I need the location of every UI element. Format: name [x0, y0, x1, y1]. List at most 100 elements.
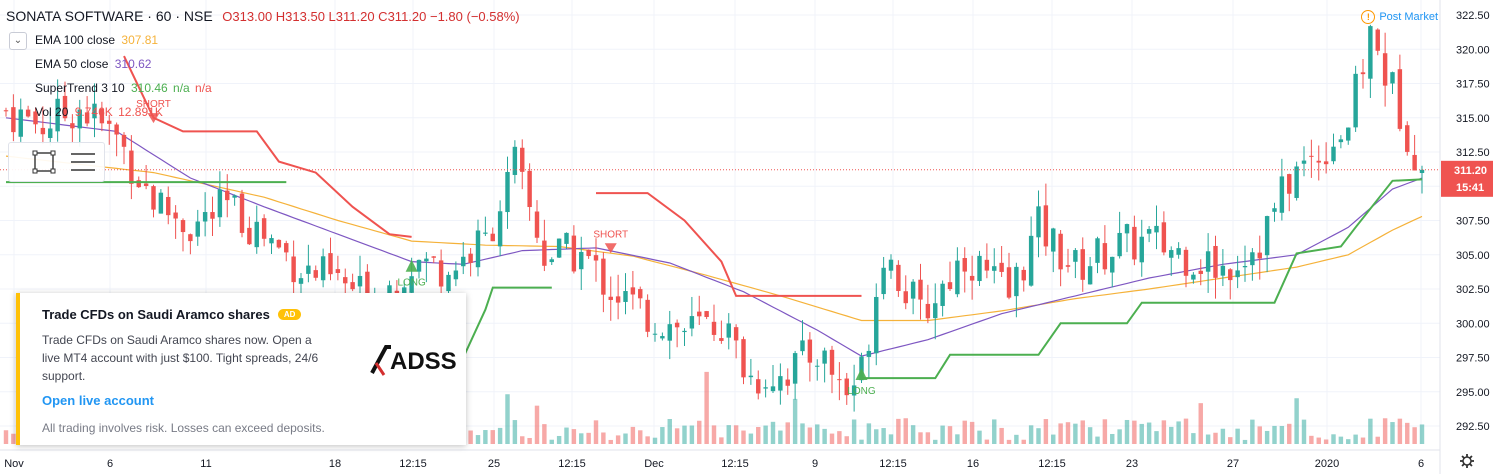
candle-body	[593, 255, 599, 261]
rectangle-tool-icon[interactable]	[32, 150, 56, 174]
candle-body	[114, 124, 119, 135]
candle-body	[453, 270, 459, 280]
candle-body	[1390, 72, 1395, 84]
candle-body	[202, 212, 208, 222]
time-tick: Nov	[4, 458, 24, 470]
candle-body	[239, 193, 245, 233]
candle-body	[1279, 176, 1285, 213]
settings-gear-icon[interactable]	[1460, 454, 1474, 468]
volume-bar	[1331, 434, 1336, 444]
volume-bar	[1169, 426, 1174, 444]
indicator-value-2: n/a	[173, 81, 190, 95]
candle-body	[298, 278, 304, 284]
indicator-ema50[interactable]: EMA 50 close 310.62	[35, 57, 151, 71]
svg-text:ADSS: ADSS	[390, 348, 457, 375]
candle-body	[1191, 274, 1196, 280]
candle-body	[84, 112, 90, 124]
candle-body	[1124, 224, 1130, 234]
candle-body	[313, 270, 318, 278]
candle-body	[925, 303, 931, 319]
signal-label: LONG	[397, 278, 426, 289]
signal-arrow-up	[855, 367, 868, 380]
candle-body	[1043, 205, 1049, 247]
open-live-account-link[interactable]: Open live account	[42, 393, 154, 408]
volume-bar	[881, 428, 886, 444]
volume-bar	[1390, 422, 1395, 444]
volume-bar	[969, 421, 975, 444]
candle-body	[741, 339, 746, 378]
candle-body	[188, 234, 193, 242]
supertrend-signals: SHORT LONG SHORT LONG	[136, 99, 876, 397]
volume-bar	[925, 432, 931, 444]
volume-bar	[1323, 439, 1329, 444]
candle-body	[11, 107, 16, 133]
ad-banner[interactable]: Trade CFDs on Saudi Aramco shares AD Trad…	[16, 293, 466, 445]
candle-body	[1036, 206, 1041, 238]
candle-body	[512, 146, 518, 175]
volume-bar	[1117, 429, 1122, 444]
candle-body	[586, 249, 591, 257]
volume-bar	[704, 371, 709, 444]
candle-body	[121, 134, 127, 147]
candle-body	[1397, 69, 1403, 129]
candle-body	[1198, 270, 1203, 274]
candle-body	[697, 311, 702, 317]
candle-body	[652, 333, 658, 335]
price-tick: 317.50	[1456, 79, 1490, 91]
volume-bar	[638, 430, 643, 444]
market-status[interactable]: ! Post Market	[1361, 10, 1438, 24]
volume-bar	[711, 425, 717, 444]
indicator-value: 307.81	[121, 33, 159, 47]
collapse-indicators-button[interactable]: ⌄	[9, 32, 27, 50]
volume-bar	[1205, 434, 1211, 444]
volume-bar	[542, 424, 547, 444]
volume-bar	[726, 425, 731, 444]
volume-bar	[520, 436, 525, 444]
market-status-label: Post Market	[1379, 11, 1438, 23]
volume-bar	[1279, 425, 1285, 444]
price-axis: 322.50320.00317.50315.00312.50310.00307.…	[1439, 0, 1493, 474]
candle-body	[645, 299, 650, 332]
volume-bar	[815, 424, 820, 444]
indicator-volume[interactable]: Vol 20 9.746K 12.891K	[35, 105, 163, 119]
candle-body	[1405, 125, 1410, 152]
symbol-title[interactable]: SONATA SOFTWARE · 60 · NSE	[6, 8, 213, 24]
price-tick: 292.50	[1456, 421, 1490, 433]
candle-body	[896, 264, 901, 291]
candle-body	[689, 316, 695, 329]
volume-bar	[1382, 418, 1388, 444]
volume-bar	[1257, 426, 1262, 444]
candle-body	[837, 379, 842, 381]
candle-body	[306, 265, 311, 274]
price-tick: 305.00	[1456, 250, 1490, 262]
candle-body	[320, 256, 326, 281]
signal-label: LONG	[847, 386, 876, 397]
candle-body	[623, 291, 628, 302]
volume-bar	[667, 419, 672, 444]
price-tick: 322.50	[1456, 10, 1490, 22]
candle-body	[247, 227, 252, 245]
volume-bar	[11, 433, 16, 444]
volume-bar	[490, 430, 495, 444]
candle-body	[70, 123, 75, 129]
volume-bar	[556, 435, 562, 444]
candle-body	[874, 296, 879, 354]
price-tick: 297.50	[1456, 353, 1490, 365]
volume-bar	[608, 439, 613, 444]
indicator-supertrend[interactable]: SuperTrend 3 10 310.46 n/a n/a	[35, 81, 212, 95]
indicator-value: 310.46	[130, 81, 168, 95]
volume-bar	[571, 429, 577, 444]
candle-body	[601, 258, 606, 295]
indicator-ema100[interactable]: EMA 100 close 307.81	[35, 33, 158, 47]
volume-bar	[1065, 422, 1071, 444]
price-tick: 302.50	[1456, 284, 1490, 296]
time-tick: 12:15	[1038, 458, 1066, 470]
candle-body	[999, 262, 1004, 272]
volume-bar	[837, 431, 842, 444]
settings-list-icon[interactable]	[71, 153, 95, 171]
candle-body	[1080, 249, 1085, 280]
candle-body	[151, 186, 156, 210]
candle-body	[778, 376, 783, 391]
supertrend-down-segment	[596, 192, 862, 297]
candle-body	[903, 291, 908, 304]
